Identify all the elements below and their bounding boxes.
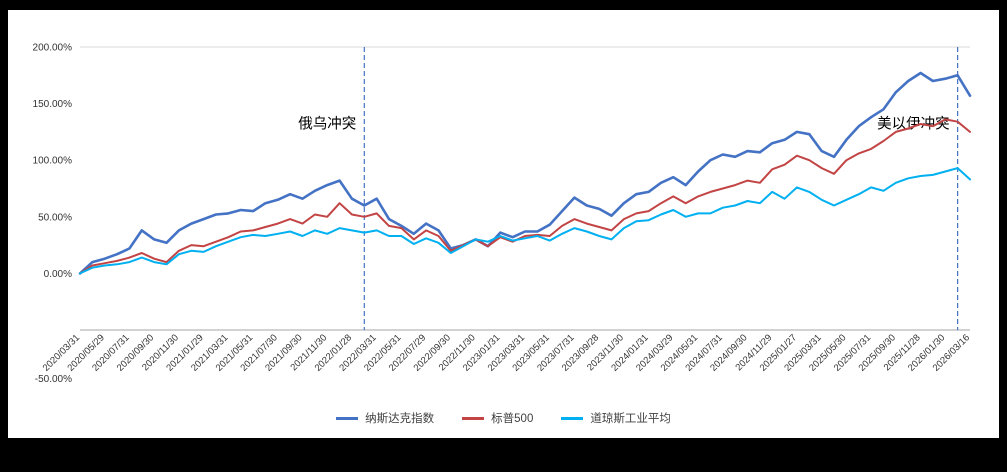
y-tick-label: 0.00%	[44, 269, 72, 280]
legend-item-nasdaq: 纳斯达克指数	[336, 410, 434, 426]
event-label: 俄乌冲突	[298, 116, 356, 133]
series-line-dow	[79, 167, 971, 275]
y-tick-label: 150.00%	[33, 99, 73, 110]
legend-label-dow: 道琼斯工业平均	[590, 413, 671, 425]
legend-label-sp500: 标普500	[491, 413, 534, 425]
legend-item-sp500: 标普500	[462, 410, 533, 426]
y-tick-label: 200.00%	[33, 43, 73, 54]
line-chart: 200.00%150.00%100.00%50.00%0.00%-50.00%2…	[33, 43, 973, 386]
y-tick-label: 50.00%	[38, 212, 72, 223]
event-label: 美以伊冲突	[877, 116, 950, 133]
legend-swatch-nasdaq	[336, 416, 359, 420]
legend-swatch-sp500	[462, 416, 485, 420]
legend-item-dow: 道琼斯工业平均	[561, 410, 671, 426]
legend-swatch-dow	[561, 416, 584, 420]
chart-panel: 200.00% 150.00% 100.00% 50.00% 0.00% -50.00% 2…	[8, 10, 999, 438]
series-line-nasdaq	[78, 71, 972, 275]
y-tick-label: 100.00%	[33, 156, 73, 167]
series-line-sp500	[79, 118, 971, 275]
chart-legend: 纳斯达克指数 标普500 道琼斯工业平均	[8, 410, 999, 426]
y-tick-label: -50.00%	[35, 374, 72, 385]
legend-label-nasdaq: 纳斯达克指数	[365, 413, 435, 425]
